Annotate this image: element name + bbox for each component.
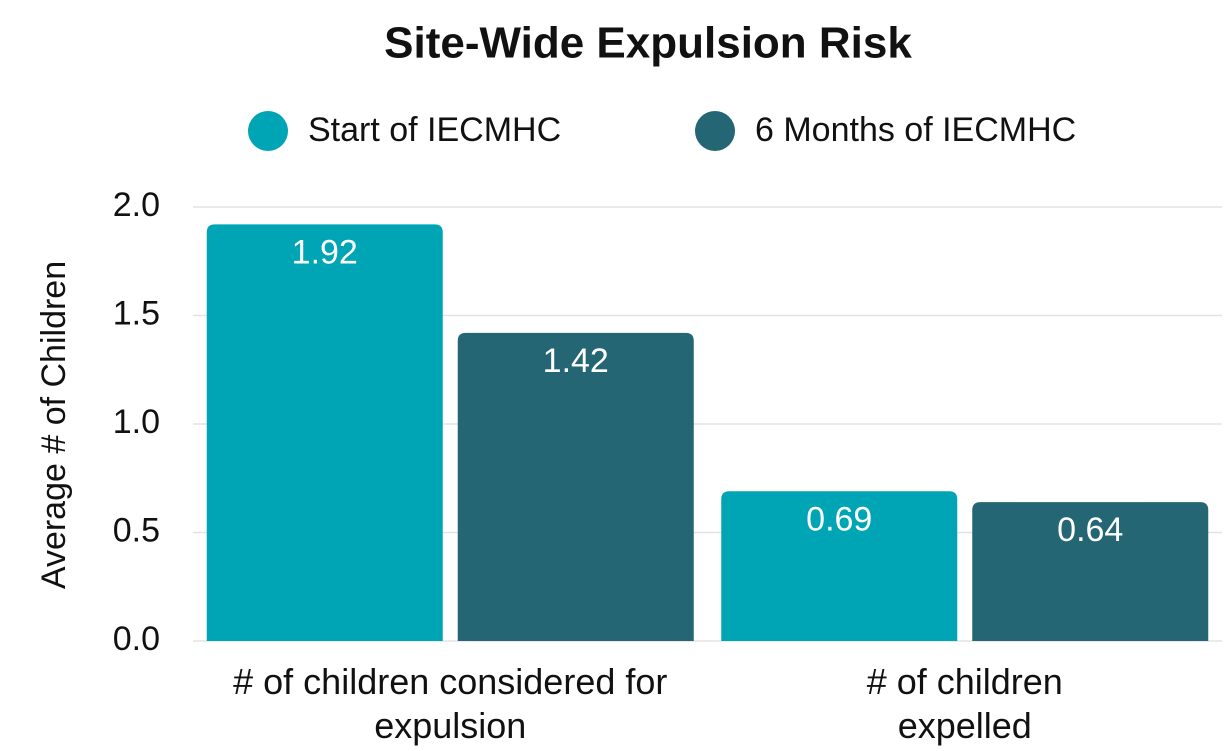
y-tick-label: 0.0 bbox=[113, 620, 160, 658]
bar bbox=[972, 502, 1209, 641]
value-label: 1.92 bbox=[292, 233, 358, 271]
bar bbox=[457, 332, 694, 641]
value-label: 0.69 bbox=[806, 500, 872, 538]
value-label: 0.64 bbox=[1057, 511, 1123, 549]
bar bbox=[721, 491, 958, 641]
legend-label: 6 Months of IECMHC bbox=[755, 111, 1076, 149]
chart-title: Site-Wide Expulsion Risk bbox=[384, 19, 912, 68]
legend-swatch bbox=[695, 111, 735, 151]
y-tick-label: 0.5 bbox=[113, 511, 160, 549]
x-tick-label: # of children considered for expulsion bbox=[233, 661, 668, 746]
legend-swatch bbox=[248, 111, 288, 151]
y-tick-label: 1.0 bbox=[113, 403, 160, 441]
y-tick-label: 2.0 bbox=[113, 186, 160, 224]
legend-label: Start of IECMHC bbox=[308, 111, 561, 149]
y-tick-label: 1.5 bbox=[113, 294, 160, 332]
x-tick-label: # of children expelled bbox=[866, 661, 1063, 746]
value-label: 1.42 bbox=[543, 342, 609, 380]
bar bbox=[206, 224, 443, 642]
y-axis-title: Average # of Children bbox=[35, 261, 73, 589]
